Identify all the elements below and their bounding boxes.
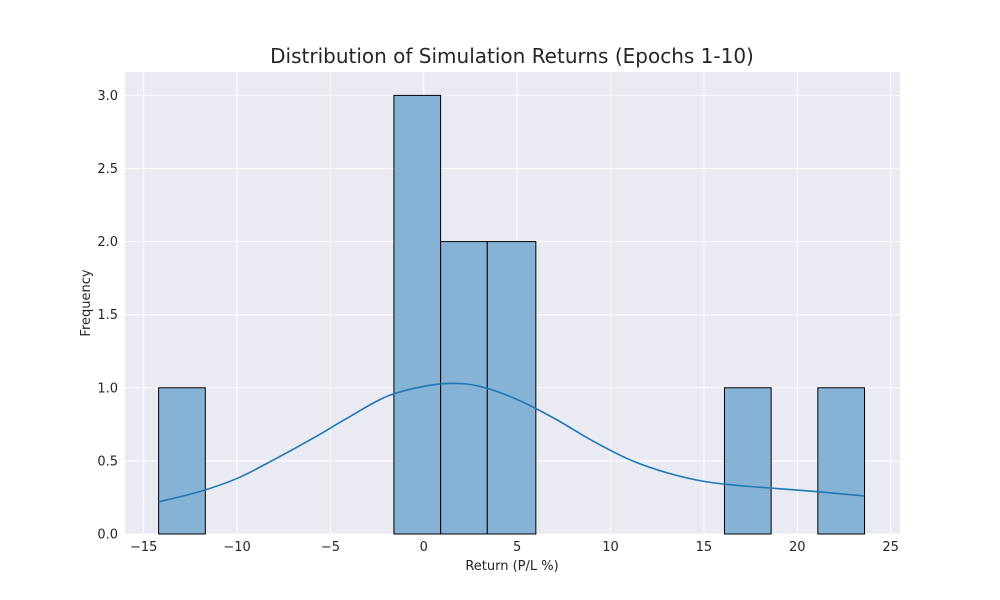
histogram-bar (158, 387, 206, 535)
y-tick-label: 0.5 (97, 454, 118, 469)
y-tick-label: 2.0 (97, 235, 118, 250)
y-tick-label: 2.5 (97, 162, 118, 177)
histogram-bar (393, 94, 442, 535)
y-tick-label: 3.0 (97, 89, 118, 104)
x-tick-label: −10 (223, 540, 250, 555)
x-axis-label: Return (P/L %) (465, 559, 558, 574)
x-tick-label: 25 (882, 540, 899, 555)
x-tick-label: 10 (602, 540, 619, 555)
y-tick-label: 0.0 (97, 528, 118, 543)
histogram-bar (723, 387, 772, 535)
x-tick-label: 0 (420, 540, 428, 555)
x-tick-label: 15 (696, 540, 713, 555)
histogram-bar (486, 241, 537, 535)
chart-title: Distribution of Simulation Returns (Epoc… (270, 44, 754, 68)
histogram-bar (440, 241, 488, 535)
x-tick-label: −5 (321, 540, 340, 555)
histogram-bars (158, 94, 866, 535)
y-tick-label: 1.0 (97, 381, 118, 396)
y-axis-label: Frequency (79, 269, 94, 336)
kde-curve (158, 382, 865, 503)
x-tick-label: 5 (513, 540, 521, 555)
x-tick-label: −15 (130, 540, 157, 555)
y-axis-ticks: 0.0 0.5 1.0 1.5 2.0 2.5 3.0 (97, 89, 118, 543)
y-tick-label: 1.5 (97, 308, 118, 323)
x-tick-label: 20 (789, 540, 806, 555)
x-axis-ticks: −15 −10 −5 0 5 10 15 20 25 (130, 540, 899, 555)
histogram-bar (817, 387, 866, 535)
